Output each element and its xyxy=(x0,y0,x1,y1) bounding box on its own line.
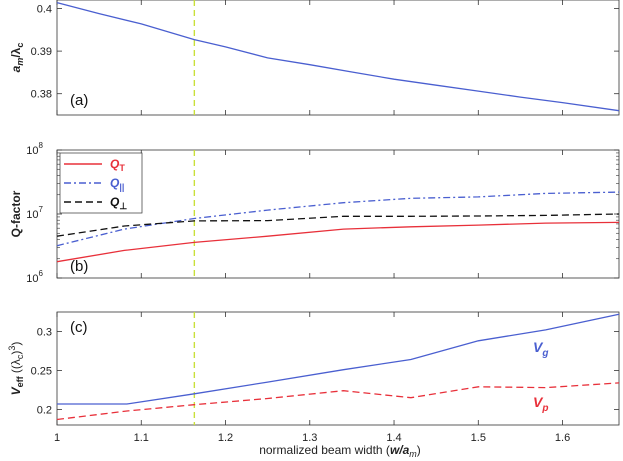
y-tick-exponent: 8 xyxy=(39,141,44,150)
annot-sub: p xyxy=(541,403,548,414)
ylabel-close: ) xyxy=(9,351,23,355)
y-tick-label: 0.25 xyxy=(31,365,52,377)
y-tick-label: 0.39 xyxy=(31,46,52,58)
y-tick-label: 0.4 xyxy=(37,4,52,16)
series-line-1 xyxy=(56,221,620,263)
x-tick-label: 1 xyxy=(54,432,60,444)
legend-sub: || xyxy=(119,182,124,192)
y-tick-base: 10 xyxy=(26,145,38,157)
panel-3: 1 1.1 1.2 1.3 1.4 1.5 1.6 0.2 0.25 0.3 (c) Veff ((λ… xyxy=(7,311,620,444)
ylabel-close2: ) xyxy=(9,342,23,346)
y-tick-label: 108 xyxy=(26,141,43,157)
plot-frame xyxy=(56,149,620,279)
y-tick-label: 0.3 xyxy=(37,326,52,338)
ylabel-open: ((λ xyxy=(9,359,23,376)
legend-q: Q xyxy=(110,176,120,190)
x-tick-label: 1.1 xyxy=(134,432,149,444)
ylabel-sub-m: m xyxy=(15,58,25,66)
panel-1: 0.38 0.39 0.4 (a) am/λc xyxy=(9,0,620,116)
annot-v: V xyxy=(533,394,544,410)
panel-label: (a) xyxy=(70,92,88,109)
y-axis-label: Q-factor xyxy=(9,190,23,237)
legend: QTQ||Q⊥ xyxy=(59,152,143,214)
y-tick-label: 106 xyxy=(26,269,43,285)
y-tick-label: 0.38 xyxy=(31,89,52,101)
panel-label: (b) xyxy=(70,258,88,275)
ylabel-v: V xyxy=(9,386,23,395)
legend-label-2: Q|| xyxy=(110,176,124,192)
y-tick-base: 10 xyxy=(26,273,38,285)
plot-frame xyxy=(56,311,620,426)
plot-frame xyxy=(56,0,620,116)
ylabel-sub-c: c xyxy=(15,354,25,359)
legend-q: Q xyxy=(110,195,120,209)
x-tick-label: 1.6 xyxy=(555,432,570,444)
legend-label-1: QT xyxy=(110,157,125,173)
legend-sub: T xyxy=(119,163,125,173)
series-annotation-1: Vg xyxy=(533,339,548,359)
series-line-3 xyxy=(56,213,620,237)
y-tick-exponent: 6 xyxy=(39,269,44,278)
x-tick-label: 1.2 xyxy=(218,432,233,444)
x-tick-label: 1.4 xyxy=(386,432,401,444)
annot-v: V xyxy=(533,339,544,355)
x-axis-label-w: w/a xyxy=(390,443,410,457)
x-axis-label-prefix: normalized beam width ( xyxy=(259,443,390,457)
series-line-2 xyxy=(56,191,620,247)
series-annotation-2: Vp xyxy=(533,394,548,414)
x-tick-label: 1.3 xyxy=(302,432,317,444)
ylabel-sup-3: 3 xyxy=(7,346,17,351)
legend-q: Q xyxy=(110,157,120,171)
y-axis-label: Veff ((λc)3) xyxy=(7,342,25,396)
annot-sub: g xyxy=(541,348,548,359)
y-tick-exponent: 7 xyxy=(39,205,44,214)
series-line-2 xyxy=(56,382,620,421)
x-axis-label: normalized beam width (w/am) xyxy=(259,443,421,459)
legend-label-3: Q⊥ xyxy=(110,195,127,211)
y-tick-base: 10 xyxy=(26,209,38,221)
x-axis-label-sub: m xyxy=(409,449,417,459)
ylabel-sub-eff: eff xyxy=(15,375,25,387)
ylabel-sub-c: c xyxy=(15,43,25,48)
series-line-1 xyxy=(57,313,620,405)
y-axis-label: am/λc xyxy=(9,43,25,73)
x-axis-label-suffix: ) xyxy=(417,443,421,457)
y-tick-label: 107 xyxy=(26,205,43,221)
panel-label: (c) xyxy=(70,319,88,336)
series-line-1 xyxy=(56,1,620,112)
ylabel-lambda: /λ xyxy=(9,47,23,57)
legend-sub: ⊥ xyxy=(119,201,127,211)
y-tick-label: 0.2 xyxy=(37,404,52,416)
ylabel-a: a xyxy=(9,65,23,72)
x-tick-label: 1.5 xyxy=(471,432,486,444)
